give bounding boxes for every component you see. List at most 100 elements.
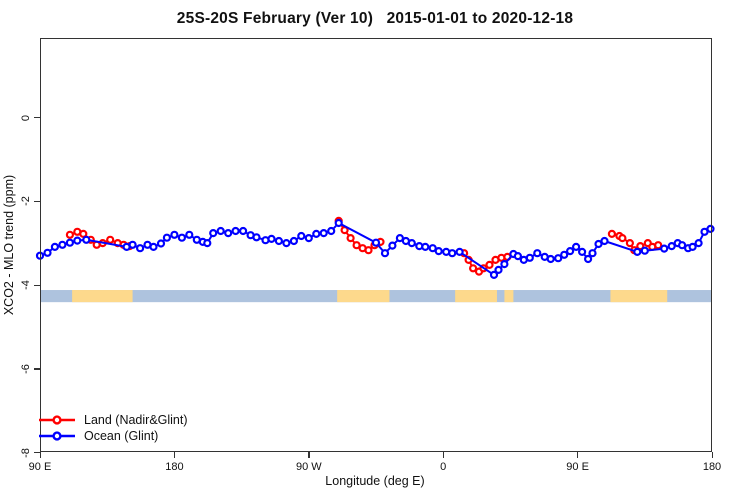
ocean-series-point	[434, 247, 443, 256]
ocean-series-point	[706, 224, 715, 233]
land-series-point	[79, 229, 88, 238]
land-series-point	[65, 230, 75, 239]
y-axis-tick-label: -6	[20, 363, 32, 374]
ocean-series-point	[149, 242, 158, 251]
ocean-series-point	[554, 254, 563, 263]
legend-label: Land (Nadir&Glint)	[84, 413, 188, 427]
legend-label: Ocean (Glint)	[84, 429, 159, 443]
ocean-series-point	[231, 226, 240, 236]
legend-land-marker-icon	[39, 415, 75, 425]
x-axis-tick-label: 180	[702, 461, 722, 473]
legend-item: Land (Nadir&Glint)	[38, 412, 188, 428]
land-series-point	[607, 229, 617, 238]
ocean-series-point	[448, 249, 457, 258]
x-axis-tick-label: 180	[165, 461, 184, 473]
ocean-series-point	[380, 249, 390, 258]
x-axis-tick-label: 90 W	[295, 461, 322, 473]
ocean-series-point	[334, 218, 343, 228]
ocean-series-point	[407, 239, 416, 248]
y-axis-tick	[34, 284, 40, 286]
ocean-series-point	[203, 239, 212, 248]
land-series-point	[346, 234, 355, 243]
ocean-series-point	[588, 249, 597, 258]
ocean-series-point	[546, 254, 555, 264]
map-band-land	[72, 290, 133, 303]
ocean-series-point	[633, 247, 642, 256]
ocean-series-point	[128, 240, 137, 249]
ocean-series-point	[239, 226, 248, 236]
ocean-series-point	[660, 244, 669, 253]
y-axis-tick	[34, 117, 40, 119]
ocean-series-point	[560, 250, 569, 259]
x-axis-tick	[442, 452, 444, 458]
ocean-series-point	[571, 242, 581, 251]
ocean-series-point	[43, 248, 52, 257]
x-axis-title: Longitude (deg E)	[325, 474, 425, 488]
ocean-series-point	[525, 253, 534, 262]
ocean-series-point	[304, 234, 313, 243]
ocean-series-point	[688, 242, 697, 251]
ocean-series-point	[489, 270, 499, 279]
ocean-series-point	[297, 231, 306, 241]
ocean-series-point	[533, 249, 542, 258]
ocean-series-point	[209, 229, 218, 238]
ocean-series-point	[395, 234, 404, 243]
map-band-land	[610, 290, 668, 303]
y-axis-tick-label: -4	[20, 280, 32, 290]
map-band-land	[337, 290, 390, 303]
ocean-series-point	[577, 247, 587, 256]
land-series-point	[618, 234, 627, 243]
ocean-series-point	[513, 252, 523, 261]
x-axis-tick-label: 90 E	[28, 461, 52, 473]
land-series-point	[654, 241, 663, 250]
land-series-point	[364, 246, 373, 255]
x-axis-tick	[711, 452, 713, 458]
ocean-series-point	[388, 241, 397, 250]
y-axis-tick-label: 0	[20, 114, 32, 121]
ocean-series-point	[421, 242, 430, 251]
ocean-series-point	[185, 230, 194, 239]
ocean-series-point	[494, 265, 503, 274]
legend-ocean-marker-icon	[39, 431, 75, 441]
ocean-series-point	[50, 242, 60, 251]
land-series-point	[106, 235, 115, 244]
x-axis-tick	[308, 452, 310, 458]
x-axis-tick	[39, 452, 41, 458]
ocean-series-point	[694, 239, 703, 248]
ocean-series-point	[162, 233, 171, 242]
x-axis-tick-label: 0	[440, 461, 447, 473]
ocean-series-point	[667, 242, 676, 251]
ocean-series-point	[282, 239, 291, 248]
ocean-series-point	[136, 244, 145, 253]
ocean-series-point	[640, 246, 649, 255]
legend-item: Ocean (Glint)	[38, 428, 188, 444]
ocean-series-point	[177, 233, 186, 242]
ocean-series-point	[455, 247, 464, 256]
map-band-land	[455, 290, 497, 303]
ocean-series-point	[371, 238, 381, 247]
ocean-series-point	[594, 239, 603, 249]
y-axis-tick-label: -2	[20, 196, 32, 207]
ocean-series-point	[677, 241, 687, 250]
ocean-series-point	[170, 230, 179, 239]
ocean-series-point	[565, 247, 575, 256]
ocean-series-point	[327, 226, 336, 236]
land-series-point	[636, 242, 645, 251]
land-series-point	[485, 260, 494, 269]
x-axis-tick	[577, 452, 579, 458]
ocean-series-point	[73, 236, 82, 245]
ocean-series-point	[500, 260, 509, 269]
ocean-series-point	[156, 239, 166, 248]
legend-point	[52, 431, 62, 441]
ocean-series-point	[216, 226, 225, 236]
ocean-series-point	[312, 229, 321, 238]
ocean-series-point	[428, 244, 437, 253]
ocean-series-point	[58, 240, 67, 249]
y-axis-tick	[34, 200, 40, 203]
ocean-series-point	[289, 236, 298, 246]
ocean-series-point	[274, 236, 283, 246]
y-axis-tick	[34, 452, 40, 454]
ocean-series-point	[224, 229, 233, 238]
